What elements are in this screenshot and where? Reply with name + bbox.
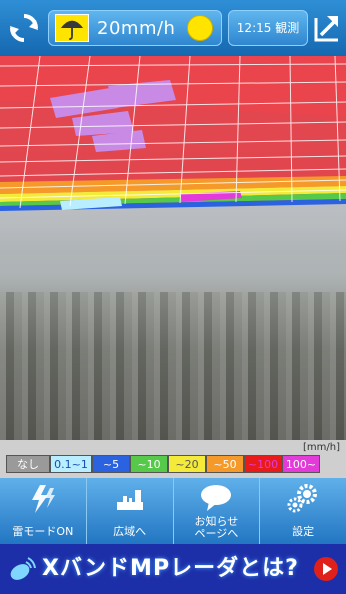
legend-item-10: ~10 bbox=[130, 455, 168, 473]
settings-button[interactable]: 設定 bbox=[260, 478, 346, 544]
radar-dish-icon bbox=[10, 557, 36, 580]
legend-item-100-plus: 100~ bbox=[282, 455, 320, 473]
umbrella-icon bbox=[55, 14, 89, 42]
speech-bubble-icon bbox=[201, 485, 232, 511]
wide-area-label: 広域へ bbox=[113, 525, 147, 538]
lightning-icon bbox=[31, 485, 55, 513]
settings-label: 設定 bbox=[292, 525, 315, 538]
sun-icon bbox=[187, 15, 213, 41]
share-icon[interactable] bbox=[312, 12, 342, 44]
notice-label: お知らせ ページへ bbox=[194, 515, 239, 540]
legend-unit: [mm/h] bbox=[303, 442, 340, 453]
rainfall-legend: [mm/h] なし 0.1~1 ~5 ~10 ~20 ~50 ~100 100~ bbox=[0, 440, 346, 478]
wide-area-icon bbox=[116, 490, 143, 510]
thunder-mode-button[interactable]: 雷モードON bbox=[0, 478, 87, 544]
refresh-icon[interactable] bbox=[8, 12, 40, 44]
play-icon[interactable] bbox=[314, 557, 338, 581]
observation-time[interactable]: 12:15 観測 bbox=[228, 10, 308, 46]
city-scenery bbox=[0, 292, 346, 440]
wide-area-button[interactable]: 広域へ bbox=[87, 478, 174, 544]
legend-item-100: ~100 bbox=[244, 455, 282, 473]
legend-item-none: なし bbox=[6, 455, 50, 473]
rainfall-value: 20mm/h bbox=[97, 18, 176, 39]
radar-overlay bbox=[0, 56, 346, 211]
legend-item-50: ~50 bbox=[206, 455, 244, 473]
camera-view[interactable] bbox=[0, 56, 346, 440]
legend-item-20: ~20 bbox=[168, 455, 206, 473]
notice-button[interactable]: お知らせ ページへ bbox=[174, 478, 261, 544]
xband-banner[interactable]: XバンドMPレーダとは? bbox=[0, 544, 346, 594]
legend-scale: なし 0.1~1 ~5 ~10 ~20 ~50 ~100 100~ bbox=[6, 455, 320, 473]
banner-text: XバンドMPレーダとは? bbox=[42, 556, 299, 581]
gear-icon bbox=[287, 484, 318, 513]
status-bar: 20mm/h 12:15 観測 bbox=[0, 0, 346, 56]
bottom-menu: 雷モードON 広域へ お知らせ ページへ 設定 bbox=[0, 478, 346, 544]
thunder-mode-label: 雷モードON bbox=[12, 525, 74, 538]
rainfall-indicator[interactable]: 20mm/h bbox=[48, 10, 222, 46]
legend-item-5: ~5 bbox=[92, 455, 130, 473]
legend-item-0-1: 0.1~1 bbox=[50, 455, 92, 473]
